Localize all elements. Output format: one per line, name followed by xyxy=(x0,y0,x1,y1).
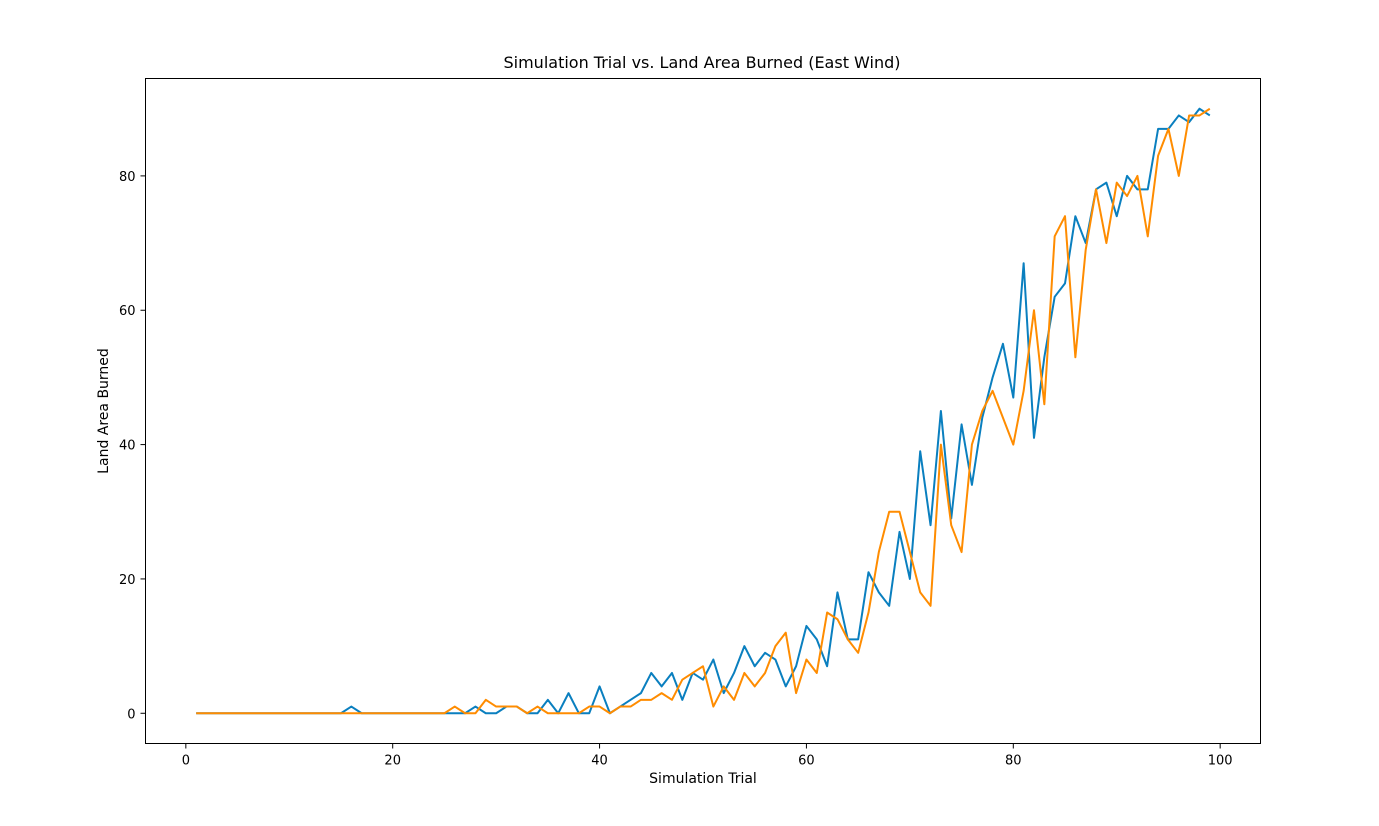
x-axis-ticks: 0 20 40 60 80 100 xyxy=(182,743,1233,769)
plot-area xyxy=(196,107,1211,715)
y-axis-label: Land Area Burned xyxy=(96,348,112,474)
series-line-2 xyxy=(196,107,1211,715)
y-tick-label: 80 xyxy=(119,170,136,185)
x-tick-label: 0 xyxy=(182,754,190,769)
y-tick-label: 20 xyxy=(119,573,136,588)
x-tick-label: 20 xyxy=(384,754,401,769)
x-tick-label: 60 xyxy=(798,754,815,769)
axes-frame xyxy=(145,78,1261,744)
y-tick-label: 60 xyxy=(119,304,136,319)
x-tick-label: 100 xyxy=(1208,754,1233,769)
y-tick-label: 0 xyxy=(127,707,135,722)
y-tick-label: 40 xyxy=(119,439,136,454)
x-axis-label: Simulation Trial xyxy=(649,771,757,787)
chart-title: Simulation Trial vs. Land Area Burned (E… xyxy=(503,53,900,72)
x-tick-label: 40 xyxy=(591,754,608,769)
y-axis-ticks: 0 20 40 60 80 xyxy=(119,170,146,722)
x-tick-label: 80 xyxy=(1005,754,1022,769)
